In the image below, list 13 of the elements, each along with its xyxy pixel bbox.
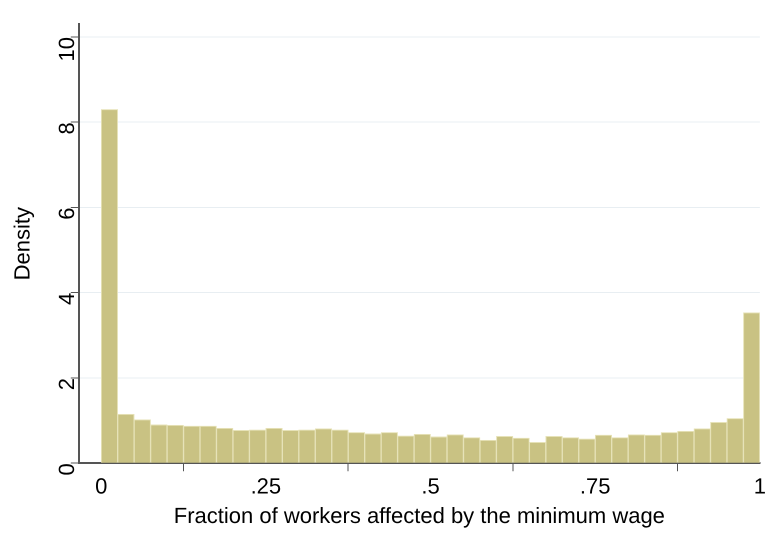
x-tick-label: .5 — [421, 473, 440, 498]
y-tick-label: 8 — [54, 122, 79, 134]
y-tick-label: 6 — [54, 207, 79, 220]
x-tick-label: .25 — [250, 473, 282, 498]
y-tick-label: 2 — [54, 378, 79, 390]
x-tick-label: .75 — [580, 473, 611, 498]
y-axis-title: Density — [9, 207, 34, 280]
x-tick-label: 1 — [754, 473, 766, 498]
x-tick-label: 0 — [95, 473, 108, 498]
y-tick-label: 4 — [54, 292, 79, 305]
x-axis-title: Fraction of workers affected by the minimum wage — [174, 502, 665, 528]
y-tick-label: 0 — [54, 463, 79, 476]
y-tick-label: 10 — [54, 36, 79, 62]
